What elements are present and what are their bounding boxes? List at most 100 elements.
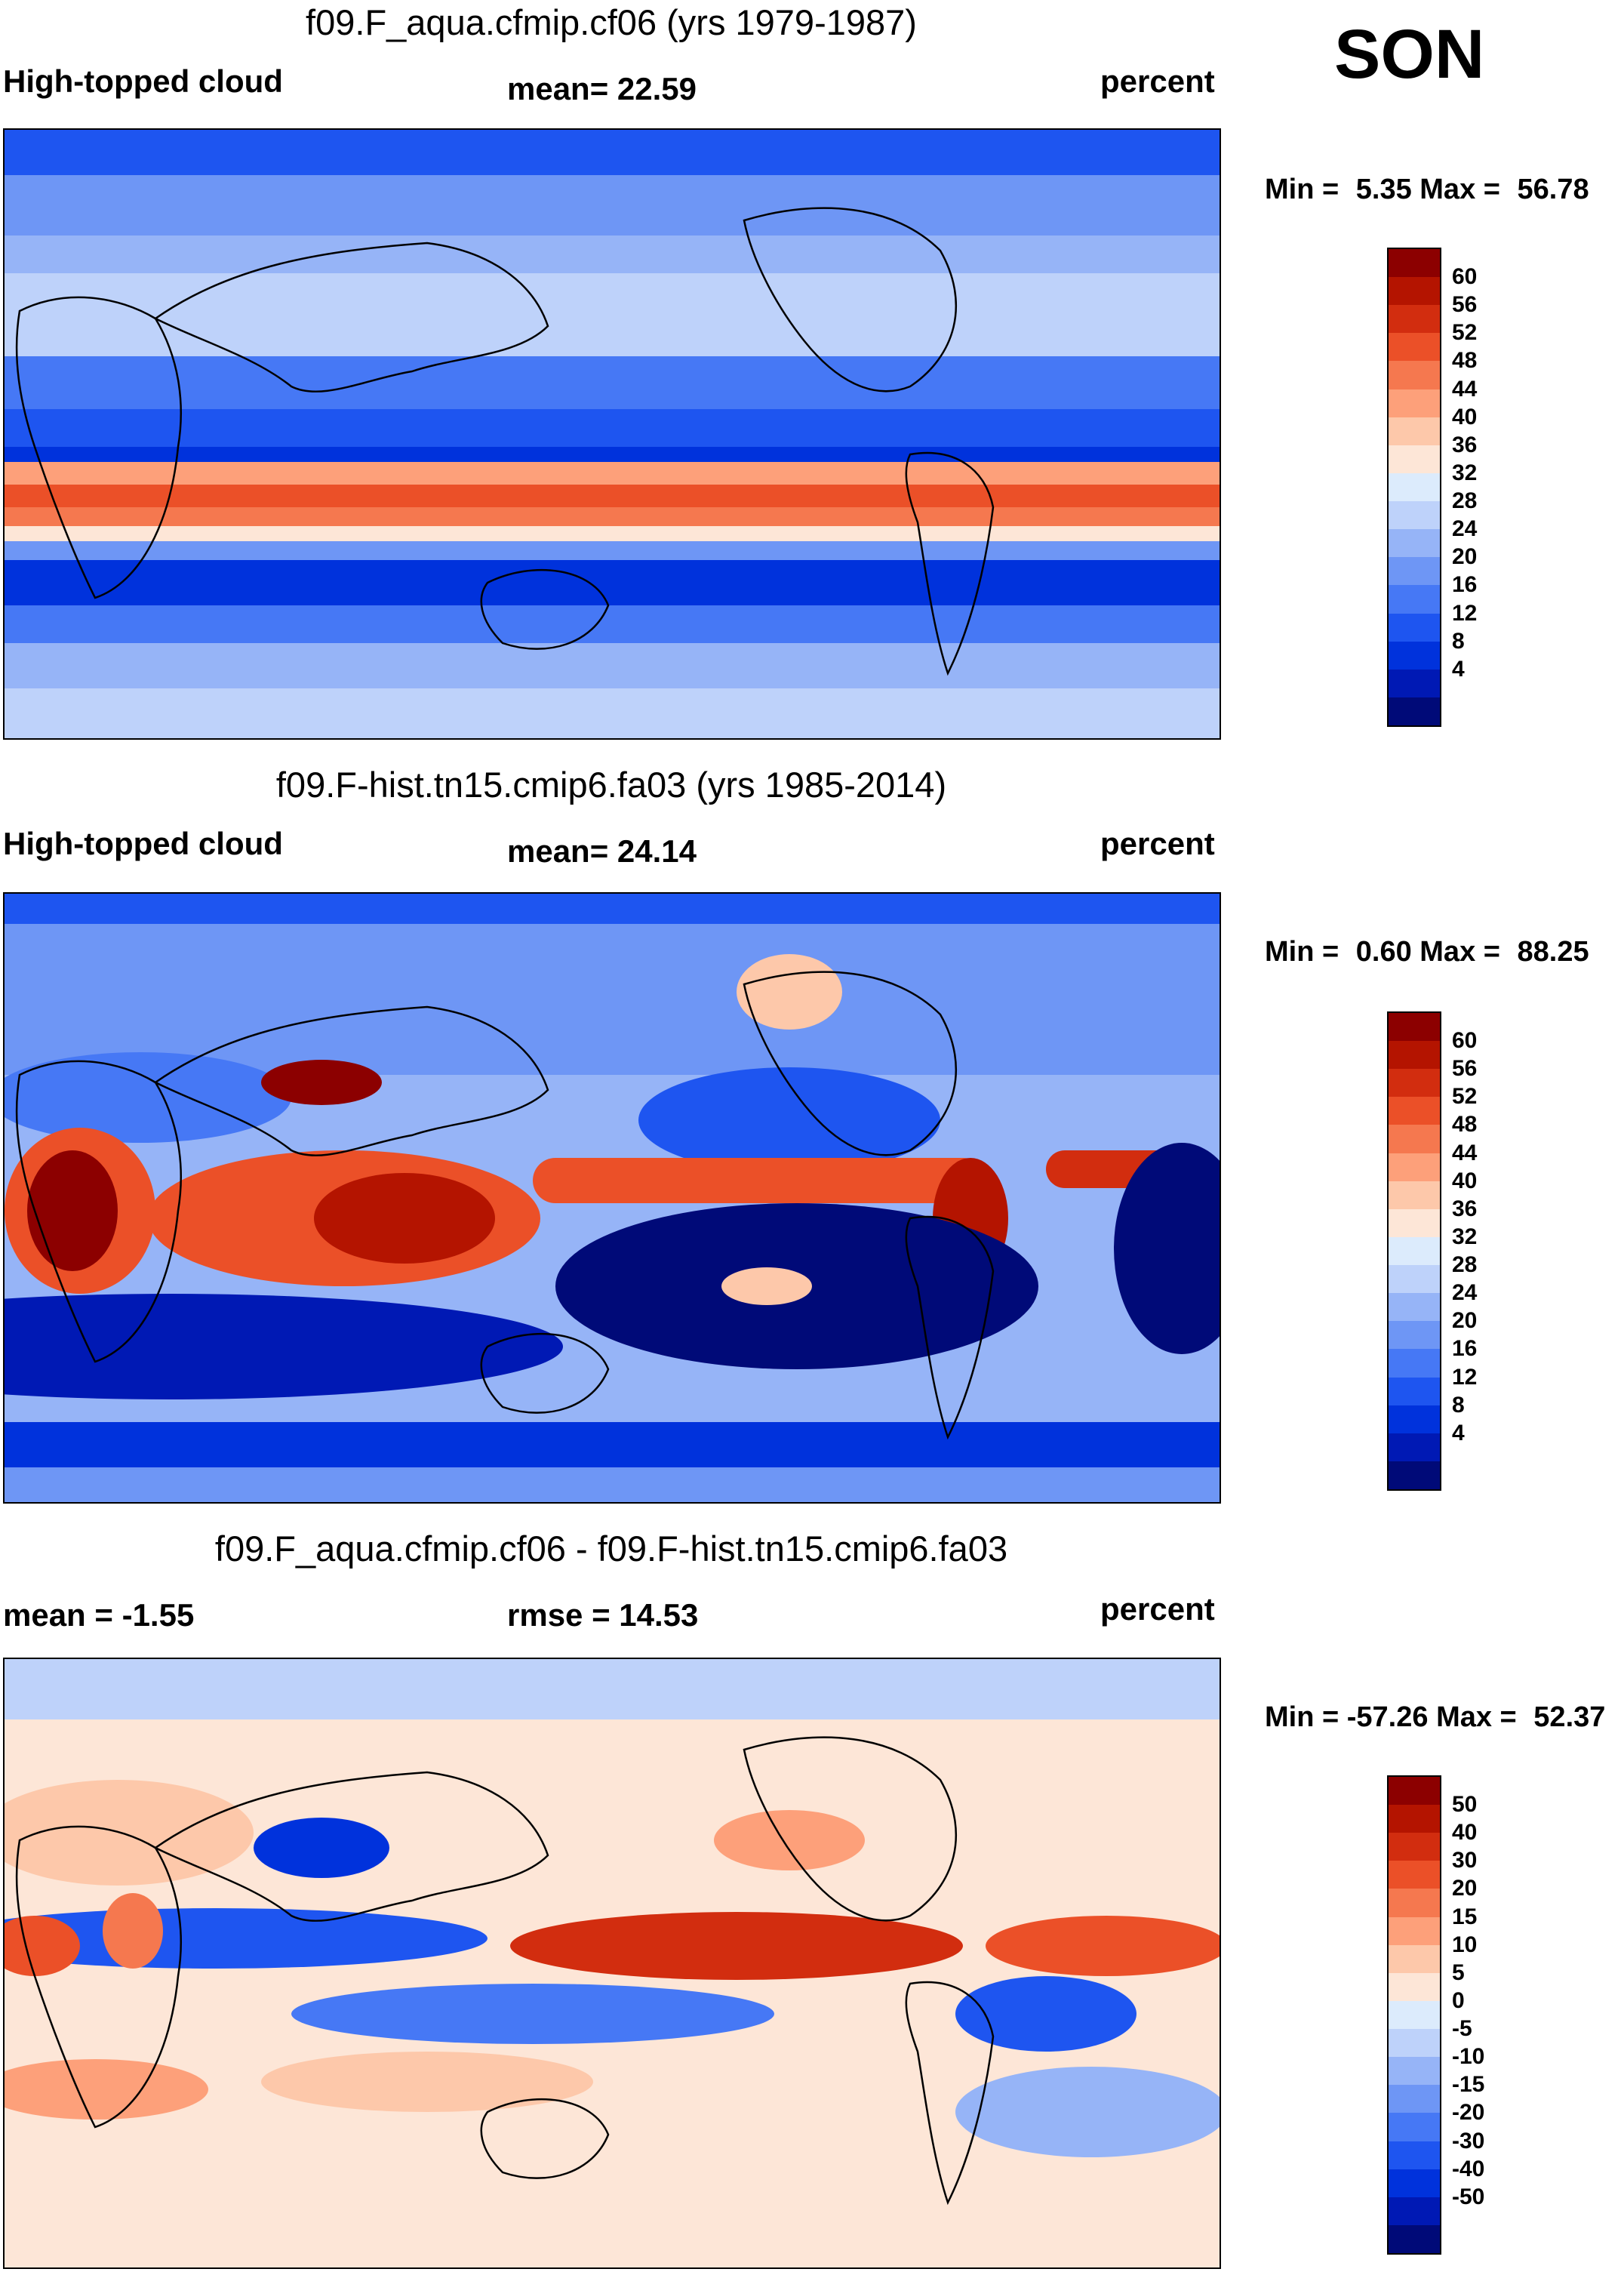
colorbar-tick-label: 50: [1452, 1792, 1478, 1818]
colorbar-swatch: [1389, 669, 1440, 698]
panel-3-max-label: Max =: [1436, 1701, 1517, 1733]
panel-1-title: f09.F_aqua.cfmip.cf06 (yrs 1979-1987): [306, 2, 917, 42]
colorbar-tick-label: 44: [1452, 1140, 1478, 1165]
panel-2-units-label: percent: [1100, 826, 1215, 861]
colorbar-tick-label: 12: [1452, 1364, 1478, 1390]
colorbar-swatch: [1389, 1349, 1440, 1378]
panel-2-colorbar: 60 56 52 48 44 40 36 32 28 24 20 16 12 8 4: [1387, 1011, 1477, 1491]
colorbar-swatch: [1389, 501, 1440, 530]
panel-2-map: [3, 892, 1221, 1504]
colorbar-tick-label: 20: [1452, 544, 1478, 570]
panel-3-title: f09.F_aqua.cfmip.cf06 - f09.F-hist.tn15.…: [214, 1529, 1008, 1569]
colorbar-tick-label: 10: [1452, 1932, 1478, 1957]
colorbar-swatch: [1389, 1405, 1440, 1434]
colorbar-swatch: [1389, 1013, 1440, 1042]
colorbar-tick-label: 20: [1452, 1308, 1478, 1334]
panel-3-max-value: 52.37: [1533, 1701, 1606, 1733]
colorbar-swatch: [1389, 585, 1440, 614]
colorbar-tick-label: 15: [1452, 1904, 1478, 1929]
colorbar-tick-label: -10: [1452, 2044, 1485, 2070]
colorbar-swatch: [1389, 641, 1440, 670]
colorbar-swatch: [1389, 249, 1440, 278]
panel-3-minmax: Min = -57.26 Max = 52.37: [1265, 1701, 1605, 1734]
coastlines: [15, 971, 995, 1440]
colorbar-swatch: [1389, 2029, 1440, 2058]
colorbar-tick-label: 5: [1452, 1960, 1465, 1985]
panel-2-min-value: 0.60: [1355, 936, 1412, 968]
panel-3-map: [3, 1658, 1221, 2269]
colorbar-tick-label: 4: [1452, 656, 1465, 682]
colorbar-tick-label: -20: [1452, 2100, 1485, 2126]
season-label: SON: [1334, 16, 1485, 93]
colorbar-tick-label: 8: [1452, 628, 1465, 654]
colorbar-swatch: [1389, 1321, 1440, 1350]
colorbar-swatch: [1389, 2141, 1440, 2170]
colorbar-tick-label: -40: [1452, 2156, 1485, 2181]
colorbar-tick-label: 0: [1452, 1987, 1465, 2013]
colorbar-tick-label: 48: [1452, 348, 1478, 374]
colorbar-swatch: [1389, 1153, 1440, 1182]
colorbar-swatch: [1389, 1861, 1440, 1889]
panel-2-title: f09.F-hist.tn15.cmip6.fa03 (yrs 1985-201…: [275, 765, 947, 805]
panel-3-map-svg: [5, 1659, 1220, 2267]
panel-1-units-label: percent: [1100, 63, 1215, 99]
colorbar-swatch: [1389, 389, 1440, 418]
colorbar-swatch: [1389, 445, 1440, 474]
colorbar-tick-label: 40: [1452, 1820, 1478, 1846]
colorbar-tick-label: 60: [1452, 264, 1478, 290]
colorbar-tick-label: -50: [1452, 2184, 1485, 2209]
panel-2-map-svg: [5, 894, 1220, 1502]
colorbar-tick-label: 36: [1452, 1196, 1478, 1221]
colorbar-swatch: [1389, 2000, 1440, 2030]
panel-1-map: [3, 128, 1221, 740]
panel-3-min-label: Min =: [1265, 1701, 1339, 1733]
colorbar-swatch: [1389, 2085, 1440, 2113]
colorbar-swatch: [1389, 1041, 1440, 1070]
colorbar-swatch: [1389, 1461, 1440, 1490]
colorbar-tick-label: 20: [1452, 1876, 1478, 1901]
panel-2-max-label: Max =: [1419, 936, 1500, 968]
colorbar-tick-label: 52: [1452, 1084, 1478, 1110]
colorbar-swatch: [1389, 1265, 1440, 1294]
colorbar-tick-label: -30: [1452, 2128, 1485, 2153]
colorbar-swatch: [1389, 2224, 1440, 2254]
colorbar-tick-label: 40: [1452, 1168, 1478, 1193]
panel-2-minmax: Min = 0.60 Max = 88.25: [1265, 936, 1589, 968]
colorbar-swatch: [1389, 1944, 1440, 1974]
colorbar-tick-label: 40: [1452, 404, 1478, 429]
colorbar-swatch: [1389, 2057, 1440, 2086]
colorbar-tick-label: -5: [1452, 2016, 1472, 2042]
colorbar-tick-label: -15: [1452, 2072, 1485, 2098]
colorbar-tick-label: 44: [1452, 376, 1478, 402]
panel-3-min-value: -57.26: [1346, 1701, 1429, 1733]
colorbar-swatch: [1389, 2169, 1440, 2198]
colorbar-tick-label: 12: [1452, 600, 1478, 626]
colorbar-tick-label: 16: [1452, 572, 1478, 598]
colorbar-tick-label: 52: [1452, 320, 1478, 346]
colorbar-tick-label: 56: [1452, 292, 1478, 318]
colorbar-swatch: [1389, 1125, 1440, 1154]
panel-1-mean-label: mean= 22.59: [507, 71, 697, 106]
colorbar-swatch: [1389, 277, 1440, 306]
coastlines: [15, 207, 995, 676]
colorbar-tick-label: 24: [1452, 516, 1478, 542]
colorbar-tick-label: 56: [1452, 1056, 1478, 1082]
colorbar-swatch: [1389, 1833, 1440, 1861]
colorbar-swatch: [1389, 1097, 1440, 1125]
colorbar-swatch: [1389, 305, 1440, 334]
panel-1-max-label: Max =: [1419, 174, 1500, 205]
colorbar-tick-label: 48: [1452, 1112, 1478, 1138]
panel-3-rmse-label: rmse = 14.53: [507, 1597, 699, 1633]
colorbar-swatch: [1389, 417, 1440, 446]
colorbar-swatch: [1389, 1972, 1440, 2002]
colorbar-tick-label: 36: [1452, 432, 1478, 457]
panel-1-variable-label: High-topped cloud: [3, 63, 283, 99]
colorbar-tick-label: 8: [1452, 1392, 1465, 1418]
panel-3-colorbar: 50 40 30 20 15 10 5 0 -5 -10 -15 -20 -30 -40 -50: [1387, 1775, 1484, 2255]
panel-3-mean-label: mean = -1.55: [3, 1597, 195, 1633]
colorbar-swatch: [1389, 1377, 1440, 1406]
colorbar-swatch: [1389, 1069, 1440, 1098]
colorbar-swatch: [1389, 473, 1440, 502]
panel-2-max-value: 88.25: [1517, 936, 1589, 968]
colorbar-swatch: [1389, 1236, 1440, 1266]
